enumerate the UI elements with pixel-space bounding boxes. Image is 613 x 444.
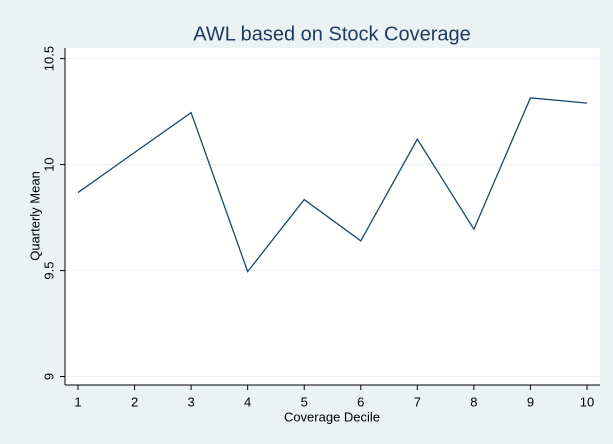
x-tick-label: 9 bbox=[527, 394, 534, 409]
plot-area bbox=[65, 48, 600, 385]
x-tick-label: 5 bbox=[301, 394, 308, 409]
y-tick-label: 9 bbox=[41, 373, 56, 380]
x-tick-label: 2 bbox=[131, 394, 138, 409]
y-tick-label: 10.5 bbox=[41, 46, 56, 71]
x-axis-label: Coverage Decile bbox=[284, 409, 380, 424]
x-tick-label: 4 bbox=[244, 394, 251, 409]
line bbox=[77, 97, 588, 273]
y-tick-label: 9.5 bbox=[41, 262, 56, 280]
y-axis-label: Quarterly Mean bbox=[27, 171, 42, 261]
x-tick-label: 8 bbox=[470, 394, 477, 409]
x-tick-label: 3 bbox=[187, 394, 194, 409]
x-tick-label: 1 bbox=[74, 394, 81, 409]
chart-title: AWL based on Stock Coverage bbox=[193, 23, 471, 45]
y-tick-label: 10 bbox=[41, 157, 56, 171]
x-tick-label: 10 bbox=[580, 394, 594, 409]
x-tick-label: 6 bbox=[357, 394, 364, 409]
x-tick-label: 7 bbox=[414, 394, 421, 409]
